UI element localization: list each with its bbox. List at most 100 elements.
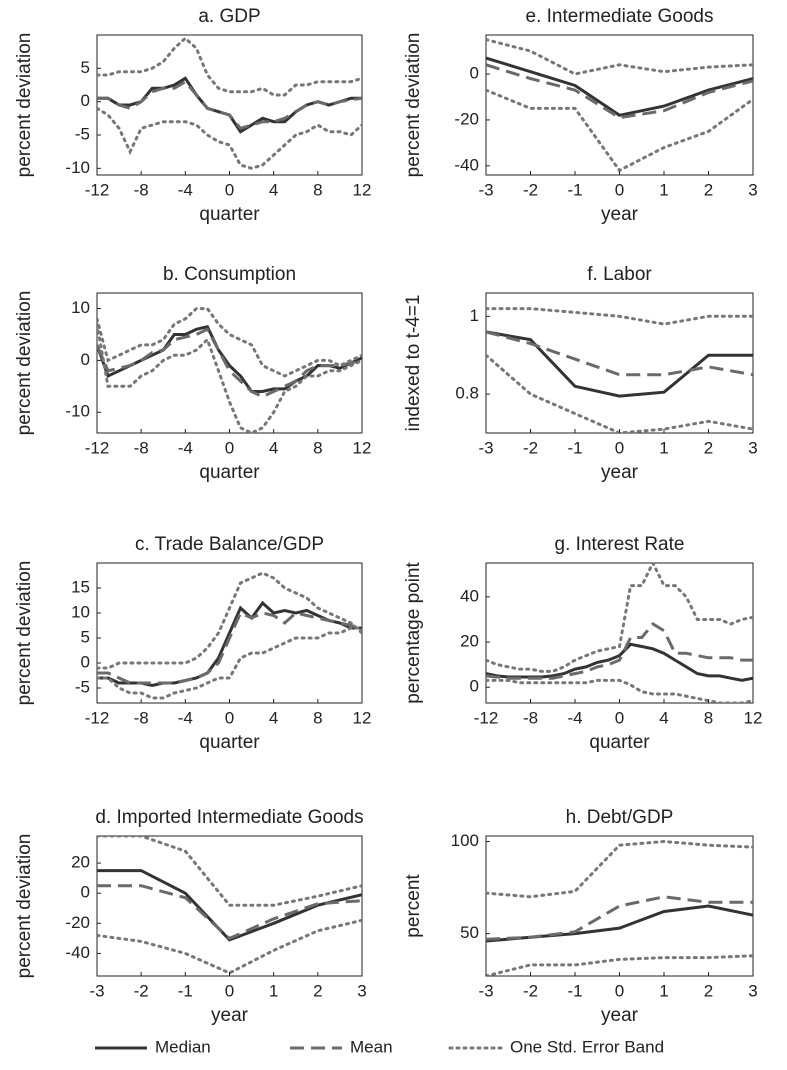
series-line [486, 330, 753, 398]
x-tick-label: 0 [615, 180, 624, 199]
x-tick-label: -8 [134, 438, 149, 457]
x-tick-label: 0 [225, 180, 234, 199]
y-axis-label: percent deviation [403, 33, 424, 178]
x-tick-label: 3 [748, 180, 757, 199]
x-tick-label: 12 [744, 708, 763, 727]
x-axis-label: quarter [199, 204, 260, 225]
y-tick-label: 5 [81, 627, 90, 646]
panel-title: a. GDP [198, 6, 260, 27]
y-tick-label: 50 [460, 923, 479, 942]
x-tick-label: -4 [178, 180, 193, 199]
series-line [486, 622, 753, 680]
x-tick-label: -4 [567, 708, 582, 727]
x-axis-label: quarter [589, 732, 650, 753]
x-tick-label: -3 [478, 981, 493, 1000]
x-tick-label: 0 [225, 708, 234, 727]
x-tick-label: -1 [567, 981, 582, 1000]
y-tick-label: 1 [470, 306, 479, 325]
x-tick-label: 8 [313, 180, 322, 199]
panel-title: e. Intermediate Goods [526, 6, 714, 27]
series-line [97, 836, 362, 907]
x-axis-label: year [601, 1005, 639, 1026]
series-line [486, 307, 753, 326]
panel-title: b. Consumption [163, 264, 296, 285]
x-axis-label: year [211, 1005, 249, 1026]
x-tick-label: -2 [523, 438, 538, 457]
x-tick-label: 12 [353, 438, 372, 457]
series-line [97, 571, 362, 670]
y-axis-label: percentage point [403, 562, 424, 704]
x-tick-label: 0 [225, 438, 234, 457]
series-line [486, 38, 753, 76]
series-line [97, 327, 362, 399]
x-tick-label: -4 [178, 708, 193, 727]
x-tick-label: -12 [85, 180, 110, 199]
y-tick-label: 10 [71, 298, 90, 317]
x-tick-label: 3 [748, 981, 757, 1000]
series-line [486, 330, 753, 377]
y-tick-label: 0 [81, 652, 90, 671]
x-tick-label: -8 [523, 708, 538, 727]
series-line [97, 884, 362, 941]
y-axis-label: indexed to t-4=1 [403, 295, 424, 432]
x-tick-label: 2 [313, 981, 322, 1000]
series-line [486, 895, 753, 941]
y-tick-label: -10 [65, 402, 90, 421]
series-line [97, 307, 362, 378]
x-tick-label: 1 [659, 180, 668, 199]
series-line [486, 563, 753, 673]
y-tick-label: 0 [81, 350, 90, 369]
x-tick-label: 0 [225, 981, 234, 1000]
y-axis-label: percent deviation [14, 291, 35, 436]
x-tick-label: 0 [615, 438, 624, 457]
series-line [97, 626, 362, 700]
x-axis-label: quarter [199, 462, 260, 483]
x-axis-label: year [601, 204, 639, 225]
plot-frame [485, 292, 754, 434]
x-tick-label: 3 [357, 981, 366, 1000]
x-axis-label: year [601, 462, 639, 483]
y-tick-label: 100 [451, 831, 479, 850]
y-tick-label: -20 [65, 913, 90, 932]
x-tick-label: 8 [313, 438, 322, 457]
x-tick-label: -3 [478, 438, 493, 457]
series-line [97, 322, 362, 433]
x-tick-label: 0 [615, 708, 624, 727]
x-tick-label: -3 [478, 180, 493, 199]
series-line [486, 63, 753, 120]
x-tick-label: -12 [85, 438, 110, 457]
y-tick-label: 0 [470, 677, 479, 696]
panel-title: h. Debt/GDP [566, 807, 674, 828]
x-tick-label: -3 [89, 981, 104, 1000]
x-tick-label: 3 [748, 438, 757, 457]
y-axis-label: percent deviation [14, 561, 35, 706]
x-tick-label: -4 [178, 438, 193, 457]
x-tick-label: -2 [134, 981, 149, 1000]
plot-frame [96, 34, 363, 176]
x-tick-label: -12 [474, 708, 499, 727]
x-tick-label: 4 [269, 180, 278, 199]
y-tick-label: 40 [460, 586, 479, 605]
x-tick-label: -1 [567, 438, 582, 457]
x-tick-label: 1 [269, 981, 278, 1000]
y-tick-label: -10 [65, 158, 90, 177]
y-tick-label: -40 [454, 155, 479, 174]
y-tick-label: 0 [81, 883, 90, 902]
x-tick-label: 0 [615, 981, 624, 1000]
y-tick-label: 15 [71, 577, 90, 596]
x-tick-label: 8 [313, 708, 322, 727]
series-line [486, 839, 753, 899]
series-line [97, 106, 362, 170]
x-tick-label: -8 [134, 180, 149, 199]
x-tick-label: -8 [134, 708, 149, 727]
x-axis-label: quarter [199, 732, 260, 753]
legend-label: Median [155, 1037, 211, 1056]
x-tick-label: -2 [523, 981, 538, 1000]
x-tick-label: -1 [178, 981, 193, 1000]
y-tick-label: -5 [75, 124, 90, 143]
x-tick-label: 2 [704, 180, 713, 199]
series-line [486, 56, 753, 117]
x-tick-label: 2 [704, 981, 713, 1000]
x-tick-label: -12 [85, 708, 110, 727]
